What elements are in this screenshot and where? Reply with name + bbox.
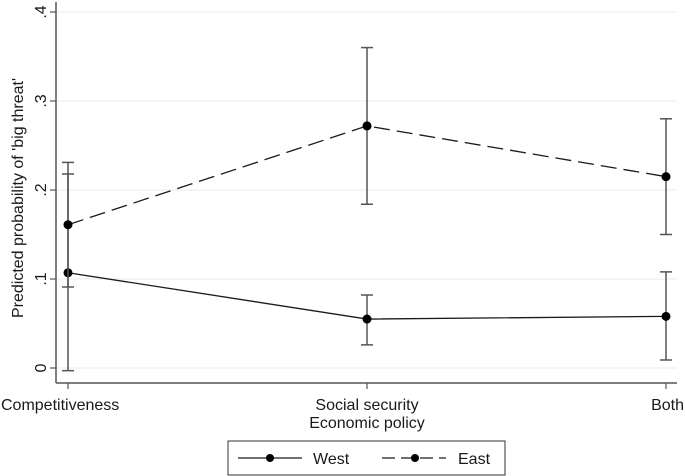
x-tick-label: Competitiveness	[1, 397, 119, 414]
data-point-marker	[661, 311, 671, 321]
x-axis: Competitiveness Social security Both	[1, 382, 684, 414]
y-tick-label: 0	[33, 363, 50, 372]
legend-west-marker-icon	[266, 454, 274, 462]
data-point-marker	[362, 121, 372, 131]
legend-west-label: West	[313, 451, 350, 468]
x-axis-title: Economic policy	[309, 415, 425, 432]
x-tick-label: Both	[651, 397, 684, 414]
series-group	[62, 46, 672, 372]
y-tick-label: .2	[33, 183, 50, 196]
legend-east-marker-icon	[411, 454, 419, 462]
y-tick-label: .4	[33, 5, 50, 18]
x-tick-label: Social security	[315, 397, 418, 414]
data-point-marker	[661, 172, 671, 182]
legend: West East	[227, 440, 506, 476]
y-tick-label: .1	[33, 272, 50, 285]
y-axis-title: Predicted probability of 'big threat'	[10, 78, 27, 318]
y-axis: 0 .1 .2 .3 .4	[33, 2, 57, 383]
y-tick-label: .3	[33, 94, 50, 107]
data-point-marker	[63, 220, 73, 230]
legend-east-label: East	[458, 451, 491, 468]
series-east	[62, 46, 672, 288]
data-point-marker	[362, 314, 372, 324]
